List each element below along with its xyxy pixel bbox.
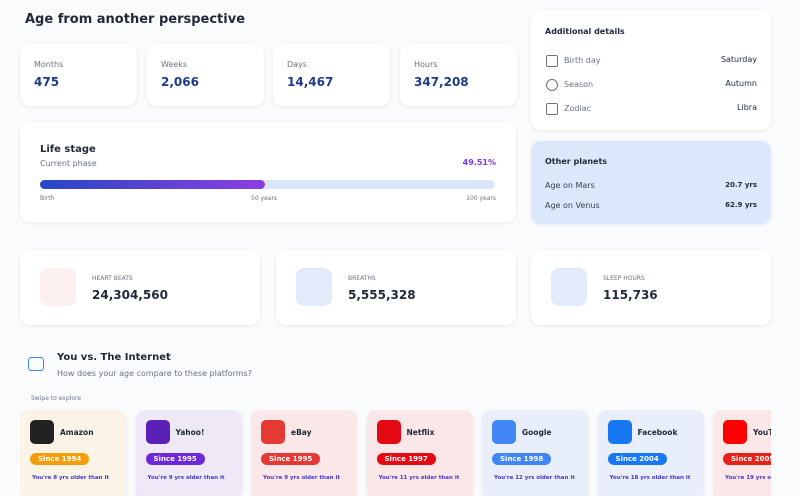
platform-logo xyxy=(492,420,516,444)
life-stage-title: Life stage xyxy=(40,144,96,155)
age-note: You're 9 yrs older than it xyxy=(263,475,340,481)
vital-icon xyxy=(296,268,332,306)
scale-label: 50 years xyxy=(251,195,278,202)
life-stage-percent: 49.51% xyxy=(462,158,496,167)
page-title: Age from another perspective xyxy=(25,12,246,27)
life-stage-subtitle: Current phase xyxy=(40,159,97,168)
platform-card: Yahoo! Since 1995 You're 9 yrs older than … xyxy=(135,410,242,496)
progress-fill xyxy=(40,180,266,189)
stat-label: Months xyxy=(34,60,64,69)
row-value: Saturday xyxy=(720,55,757,64)
planet-label: Age on Venus xyxy=(545,201,600,210)
platform-card: YouTube Since 2005 You're 19 yrs older tha… xyxy=(713,410,771,496)
stat-value: 475 xyxy=(34,75,60,89)
stat-card: Days 14,467 xyxy=(273,44,390,106)
vital-label: SLEEP HOURS xyxy=(603,275,645,282)
since-pill: Since 1994 xyxy=(30,453,90,465)
row-label: Zodiac xyxy=(564,104,591,113)
platform-name: Google xyxy=(522,428,552,437)
scale-label: Birth xyxy=(40,195,55,202)
planet-value: 20.7 yrs xyxy=(725,181,757,189)
vital-icon xyxy=(551,268,587,306)
section-title: You vs. The Internet xyxy=(57,352,171,363)
vital-label: HEART BEATS xyxy=(92,275,133,282)
stat-card: Weeks 2,066 xyxy=(147,44,264,106)
since-pill: Since 2004 xyxy=(607,453,667,465)
progress-track xyxy=(40,180,495,189)
planets-title: Other planets xyxy=(545,157,608,166)
platform-logo xyxy=(376,420,401,444)
platform-name: Netflix xyxy=(406,428,435,437)
planet-label: Age on Mars xyxy=(545,181,595,190)
row-icon xyxy=(546,103,558,115)
planets-card: Other planets Age on Mars 20.7 yrs Age on V… xyxy=(531,141,771,224)
vital-card: SLEEP HOURS 115,736 xyxy=(531,250,771,325)
platform-card: eBay Since 1995 You're 9 yrs older than it xyxy=(251,410,357,496)
stat-value: 14,467 xyxy=(287,75,334,89)
platform-card: Google Since 1998 You're 12 yrs older than… xyxy=(482,410,588,496)
section-subtitle: How does your age compare to these platf… xyxy=(57,369,252,378)
stat-label: Days xyxy=(287,60,307,69)
row-label: Birth day xyxy=(564,56,601,65)
vital-value: 24,304,560 xyxy=(92,288,168,302)
platform-name: YouTube xyxy=(753,428,771,437)
platform-logo xyxy=(261,420,285,444)
section-icon xyxy=(28,357,44,371)
row-label: Season xyxy=(564,80,594,89)
stat-value: 2,066 xyxy=(161,75,199,89)
since-pill: Since 2005 xyxy=(723,453,771,465)
since-pill: Since 1997 xyxy=(376,453,436,465)
since-pill: Since 1995 xyxy=(261,453,321,465)
stat-card: Hours 347,208 xyxy=(400,44,517,106)
platform-logo xyxy=(145,420,170,444)
platform-card: Netflix Since 1997 You're 11 yrs older tha… xyxy=(366,410,473,496)
platform-logo xyxy=(30,420,54,444)
age-note: You're 18 yrs older than it xyxy=(609,475,691,481)
platform-name: eBay xyxy=(291,428,312,437)
platform-name: Yahoo! xyxy=(175,428,205,437)
since-pill: Since 1998 xyxy=(492,453,552,465)
stat-label: Hours xyxy=(414,60,438,69)
scale-label: 100 years xyxy=(466,195,496,202)
platform-name: Amazon xyxy=(60,428,94,437)
row-icon xyxy=(546,79,558,91)
swipe-hint: Swipe to explore xyxy=(31,395,82,402)
vital-icon xyxy=(40,268,76,306)
stat-label: Weeks xyxy=(161,60,188,69)
row-value: Autumn xyxy=(725,79,757,88)
vital-label: BREATHS xyxy=(348,275,376,282)
platform-logo xyxy=(607,420,632,444)
since-pill: Since 1995 xyxy=(145,453,205,465)
vital-card: HEART BEATS 24,304,560 xyxy=(20,250,260,325)
stat-value: 347,208 xyxy=(414,75,469,89)
platform-card: Facebook Since 2004 You're 18 yrs older th… xyxy=(597,410,704,496)
age-note: You're 11 yrs older than it xyxy=(378,475,460,481)
planet-value: 62.9 yrs xyxy=(725,201,757,209)
platform-card: Amazon Since 1994 You're 8 yrs older than … xyxy=(20,410,126,496)
details-title: Additional details xyxy=(545,27,625,36)
vital-value: 5,555,328 xyxy=(348,288,416,302)
vital-value: 115,736 xyxy=(603,288,658,302)
life-stage-card: Life stage Current phase 49.51% Birth 50 yea… xyxy=(20,122,516,222)
row-icon xyxy=(546,55,558,67)
age-note: You're 12 yrs older than it xyxy=(494,475,575,481)
age-note: You're 19 yrs older than it xyxy=(725,475,771,481)
vital-card: BREATHS 5,555,328 xyxy=(276,250,516,325)
details-card: Additional details Birth day Saturday Seaso… xyxy=(531,10,771,130)
age-note: You're 8 yrs older than it xyxy=(32,475,109,481)
platform-logo xyxy=(723,420,747,444)
platform-name: Facebook xyxy=(637,428,678,437)
stat-card: Months 475 xyxy=(20,44,137,106)
row-value: Libra xyxy=(737,103,757,112)
platform-strip: Amazon Since 1994 You're 8 yrs older than … xyxy=(20,410,771,496)
age-note: You're 9 yrs older than it xyxy=(147,475,225,481)
